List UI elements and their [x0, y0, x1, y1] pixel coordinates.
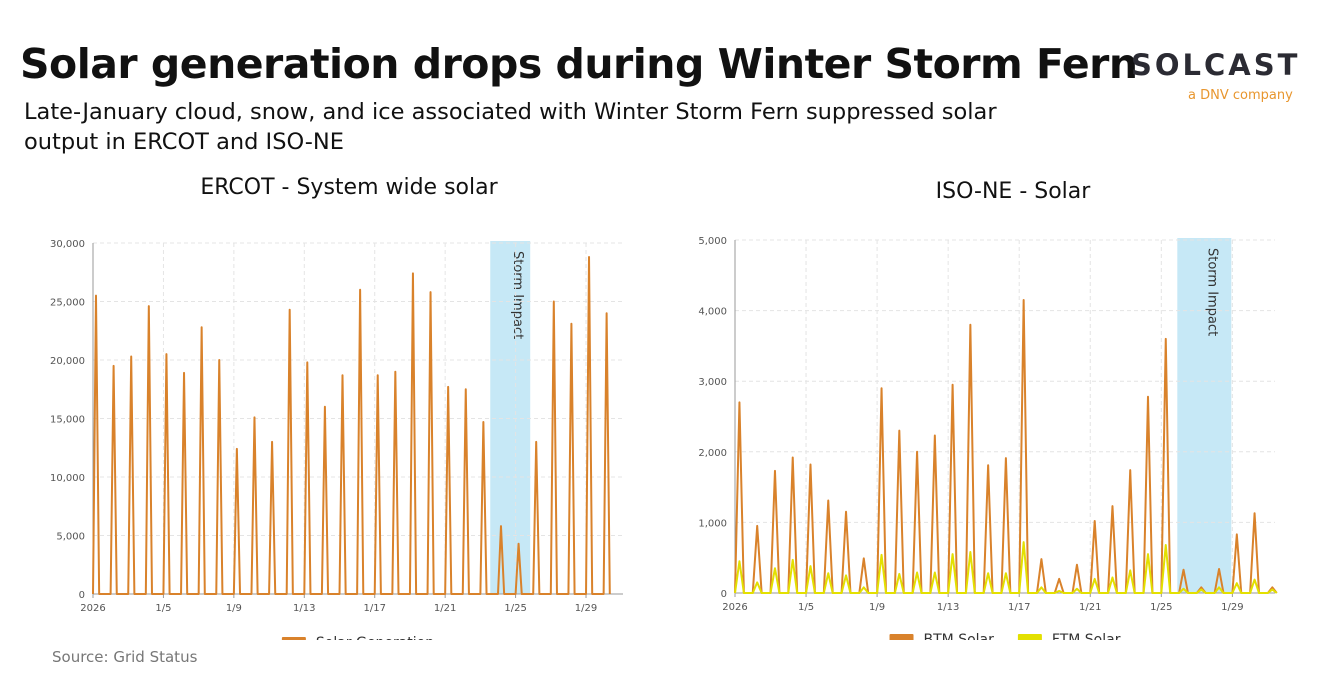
legend: BTM Solar FTM Solar: [889, 632, 1121, 640]
y-tick-label: 4,000: [698, 307, 727, 318]
x-tick-label: 1/5: [798, 602, 814, 613]
chart-title: ERCOT - System wide solar: [200, 175, 498, 200]
x-tick-label: 1/13: [293, 603, 315, 614]
x-tick-label: 1/9: [226, 603, 242, 614]
x-tick-label: 1/25: [504, 603, 526, 614]
band-label: Storm Impact: [1204, 248, 1219, 336]
x-tick-label: 1/17: [363, 603, 385, 614]
legend-swatch: [281, 637, 306, 640]
x-tick-label: 1/13: [937, 602, 959, 613]
y-tick-label: 20,000: [50, 356, 85, 367]
y-tick-label: 0: [79, 590, 85, 601]
chart-title: ISO-NE - Solar: [936, 179, 1092, 204]
logo: SOLCAST: [1131, 48, 1301, 82]
y-tick-label: 30,000: [50, 239, 85, 250]
storm-band: [1177, 238, 1232, 593]
series-line: [92, 256, 611, 595]
x-tick-label: 1/21: [434, 603, 456, 614]
y-tick-label: 1,000: [698, 518, 727, 529]
charts: ERCOT - System wide solar Storm Impact 0 5,…: [50, 175, 1278, 640]
page-title: Solar generation drops during Winter Sto…: [20, 40, 1138, 88]
y-tick-label: 5,000: [698, 236, 727, 247]
x-tick-label: 1/5: [155, 603, 171, 614]
y-tick-label: 25,000: [50, 298, 85, 309]
x-tick-label: 1/29: [1221, 602, 1243, 613]
legend-label: FTM Solar: [1052, 632, 1121, 640]
x-tick-label: 2026: [722, 602, 747, 613]
legend-swatch: [889, 634, 914, 640]
y-tick-label: 5,000: [56, 532, 85, 543]
legend-label: Solar Generation: [316, 635, 434, 640]
x-tick-label: 1/21: [1079, 602, 1101, 613]
page-subtitle: Late-January cloud, snow, and ice associ…: [24, 99, 997, 155]
series-line: [734, 299, 1278, 594]
logo-tagline: a DNV company: [1188, 88, 1293, 103]
x-tick-label: 2026: [80, 603, 105, 614]
y-tick-label: 10,000: [50, 473, 85, 484]
y-tick-label: 2,000: [698, 448, 727, 459]
legend: Solar Generation: [281, 635, 434, 640]
y-tick-label: 0: [721, 589, 727, 600]
y-tick-label: 3,000: [698, 377, 727, 388]
band-label: Storm Impact: [510, 251, 525, 339]
legend-swatch: [1017, 634, 1042, 640]
source-note: Source: Grid Status: [52, 648, 198, 666]
x-tick-label: 1/9: [869, 602, 885, 613]
x-tick-label: 1/17: [1008, 602, 1030, 613]
series-line: [734, 541, 1278, 594]
x-tick-label: 1/25: [1150, 602, 1172, 613]
y-tick-label: 15,000: [50, 415, 85, 426]
legend-label: BTM Solar: [924, 632, 995, 640]
x-tick-label: 1/29: [575, 603, 597, 614]
